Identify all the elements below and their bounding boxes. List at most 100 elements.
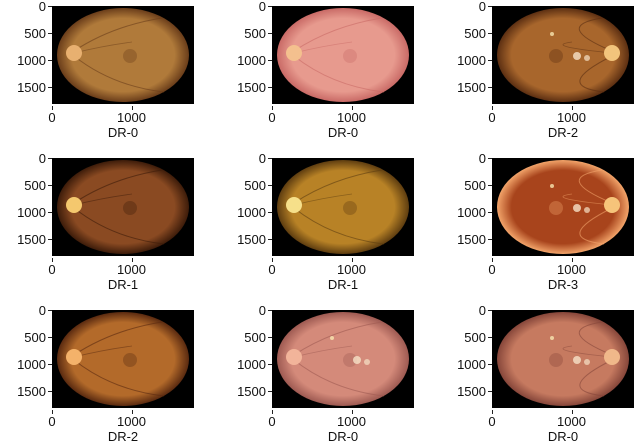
x-tick-label: 1000	[117, 262, 146, 277]
x-tick-mark	[571, 106, 573, 110]
fundus-image	[272, 310, 414, 408]
y-tick-mark	[488, 185, 492, 187]
x-tick-mark	[571, 410, 573, 414]
y-tick-label: 1000	[17, 356, 46, 372]
x-tick-mark	[52, 258, 53, 262]
panel-label: DR-3	[547, 277, 579, 292]
y-tick-label: 500	[464, 330, 486, 346]
y-tick-label: 1500	[237, 384, 266, 400]
y-tick-mark	[48, 310, 52, 311]
y-tick-label: 500	[244, 330, 266, 346]
x-tick-mark	[272, 106, 273, 110]
y-tick-mark	[268, 59, 272, 61]
y-tick-mark	[488, 59, 492, 61]
y-tick-mark	[48, 337, 52, 339]
x-tick-mark	[351, 410, 353, 414]
y-tick-label: 1500	[17, 80, 46, 96]
y-tick-label: 0	[38, 0, 46, 14]
x-tick-mark	[272, 258, 273, 262]
x-tick-label: 0	[268, 262, 276, 277]
panel-label: DR-0	[547, 429, 579, 444]
x-tick-mark	[351, 258, 353, 262]
y-tick-mark	[48, 211, 52, 213]
y-tick-label: 0	[258, 303, 266, 318]
y-tick-mark	[48, 158, 52, 159]
x-tick-label: 1000	[337, 414, 366, 429]
x-tick-mark	[272, 410, 273, 414]
y-tick-mark	[48, 6, 52, 7]
y-tick-mark	[268, 33, 272, 35]
panel-label: DR-0	[327, 125, 359, 140]
y-tick-mark	[48, 391, 52, 393]
x-tick-mark	[52, 410, 53, 414]
fundus-image	[492, 310, 634, 408]
y-tick-mark	[488, 158, 492, 159]
y-tick-label: 500	[24, 178, 46, 194]
x-tick-mark	[131, 410, 133, 414]
y-tick-label: 0	[478, 303, 486, 318]
y-tick-mark	[48, 239, 52, 241]
y-tick-mark	[488, 239, 492, 241]
panel-label: DR-0	[327, 429, 359, 444]
y-tick-label: 1000	[237, 52, 266, 68]
y-tick-label: 0	[478, 151, 486, 166]
y-tick-mark	[268, 239, 272, 241]
panel-label: DR-2	[107, 429, 139, 444]
fundus-image	[272, 6, 414, 104]
y-tick-label: 0	[258, 151, 266, 166]
y-tick-mark	[488, 6, 492, 7]
y-tick-mark	[48, 33, 52, 35]
x-tick-mark	[131, 106, 133, 110]
y-tick-mark	[48, 59, 52, 61]
x-tick-label: 1000	[337, 262, 366, 277]
y-tick-label: 1500	[237, 80, 266, 96]
y-tick-label: 1500	[237, 232, 266, 248]
x-tick-mark	[131, 258, 133, 262]
y-tick-mark	[268, 391, 272, 393]
y-tick-label: 1500	[457, 232, 486, 248]
y-tick-mark	[48, 363, 52, 365]
y-tick-label: 500	[244, 178, 266, 194]
y-tick-label: 1000	[17, 204, 46, 220]
x-tick-mark	[571, 258, 573, 262]
y-tick-label: 500	[24, 330, 46, 346]
panel-label: DR-0	[107, 125, 139, 140]
fundus-image	[52, 158, 194, 256]
y-tick-label: 1000	[237, 356, 266, 372]
y-tick-label: 1000	[457, 356, 486, 372]
x-tick-mark	[492, 106, 493, 110]
panel-label: DR-2	[547, 125, 579, 140]
y-tick-mark	[488, 87, 492, 89]
y-tick-label: 1500	[457, 384, 486, 400]
y-tick-mark	[488, 363, 492, 365]
x-tick-label: 0	[48, 110, 56, 125]
y-tick-mark	[268, 363, 272, 365]
y-tick-mark	[48, 87, 52, 89]
y-tick-mark	[488, 33, 492, 35]
y-tick-mark	[268, 158, 272, 159]
x-tick-label: 0	[268, 414, 276, 429]
y-tick-label: 500	[464, 26, 486, 42]
y-tick-label: 500	[24, 26, 46, 42]
y-tick-label: 500	[464, 178, 486, 194]
y-tick-label: 0	[38, 303, 46, 318]
x-tick-label: 0	[488, 110, 496, 125]
x-tick-mark	[351, 106, 353, 110]
y-tick-label: 1500	[17, 384, 46, 400]
x-tick-label: 0	[48, 262, 56, 277]
y-tick-mark	[488, 391, 492, 393]
x-tick-mark	[492, 258, 493, 262]
fundus-image	[272, 158, 414, 256]
x-tick-label: 1000	[557, 110, 586, 125]
y-tick-mark	[268, 337, 272, 339]
x-tick-label: 0	[488, 414, 496, 429]
fundus-image	[492, 6, 634, 104]
y-tick-label: 0	[258, 0, 266, 14]
y-tick-label: 1000	[457, 204, 486, 220]
y-tick-label: 1500	[17, 232, 46, 248]
x-tick-label: 1000	[557, 262, 586, 277]
x-tick-label: 0	[488, 262, 496, 277]
x-tick-label: 0	[268, 110, 276, 125]
x-tick-label: 1000	[557, 414, 586, 429]
